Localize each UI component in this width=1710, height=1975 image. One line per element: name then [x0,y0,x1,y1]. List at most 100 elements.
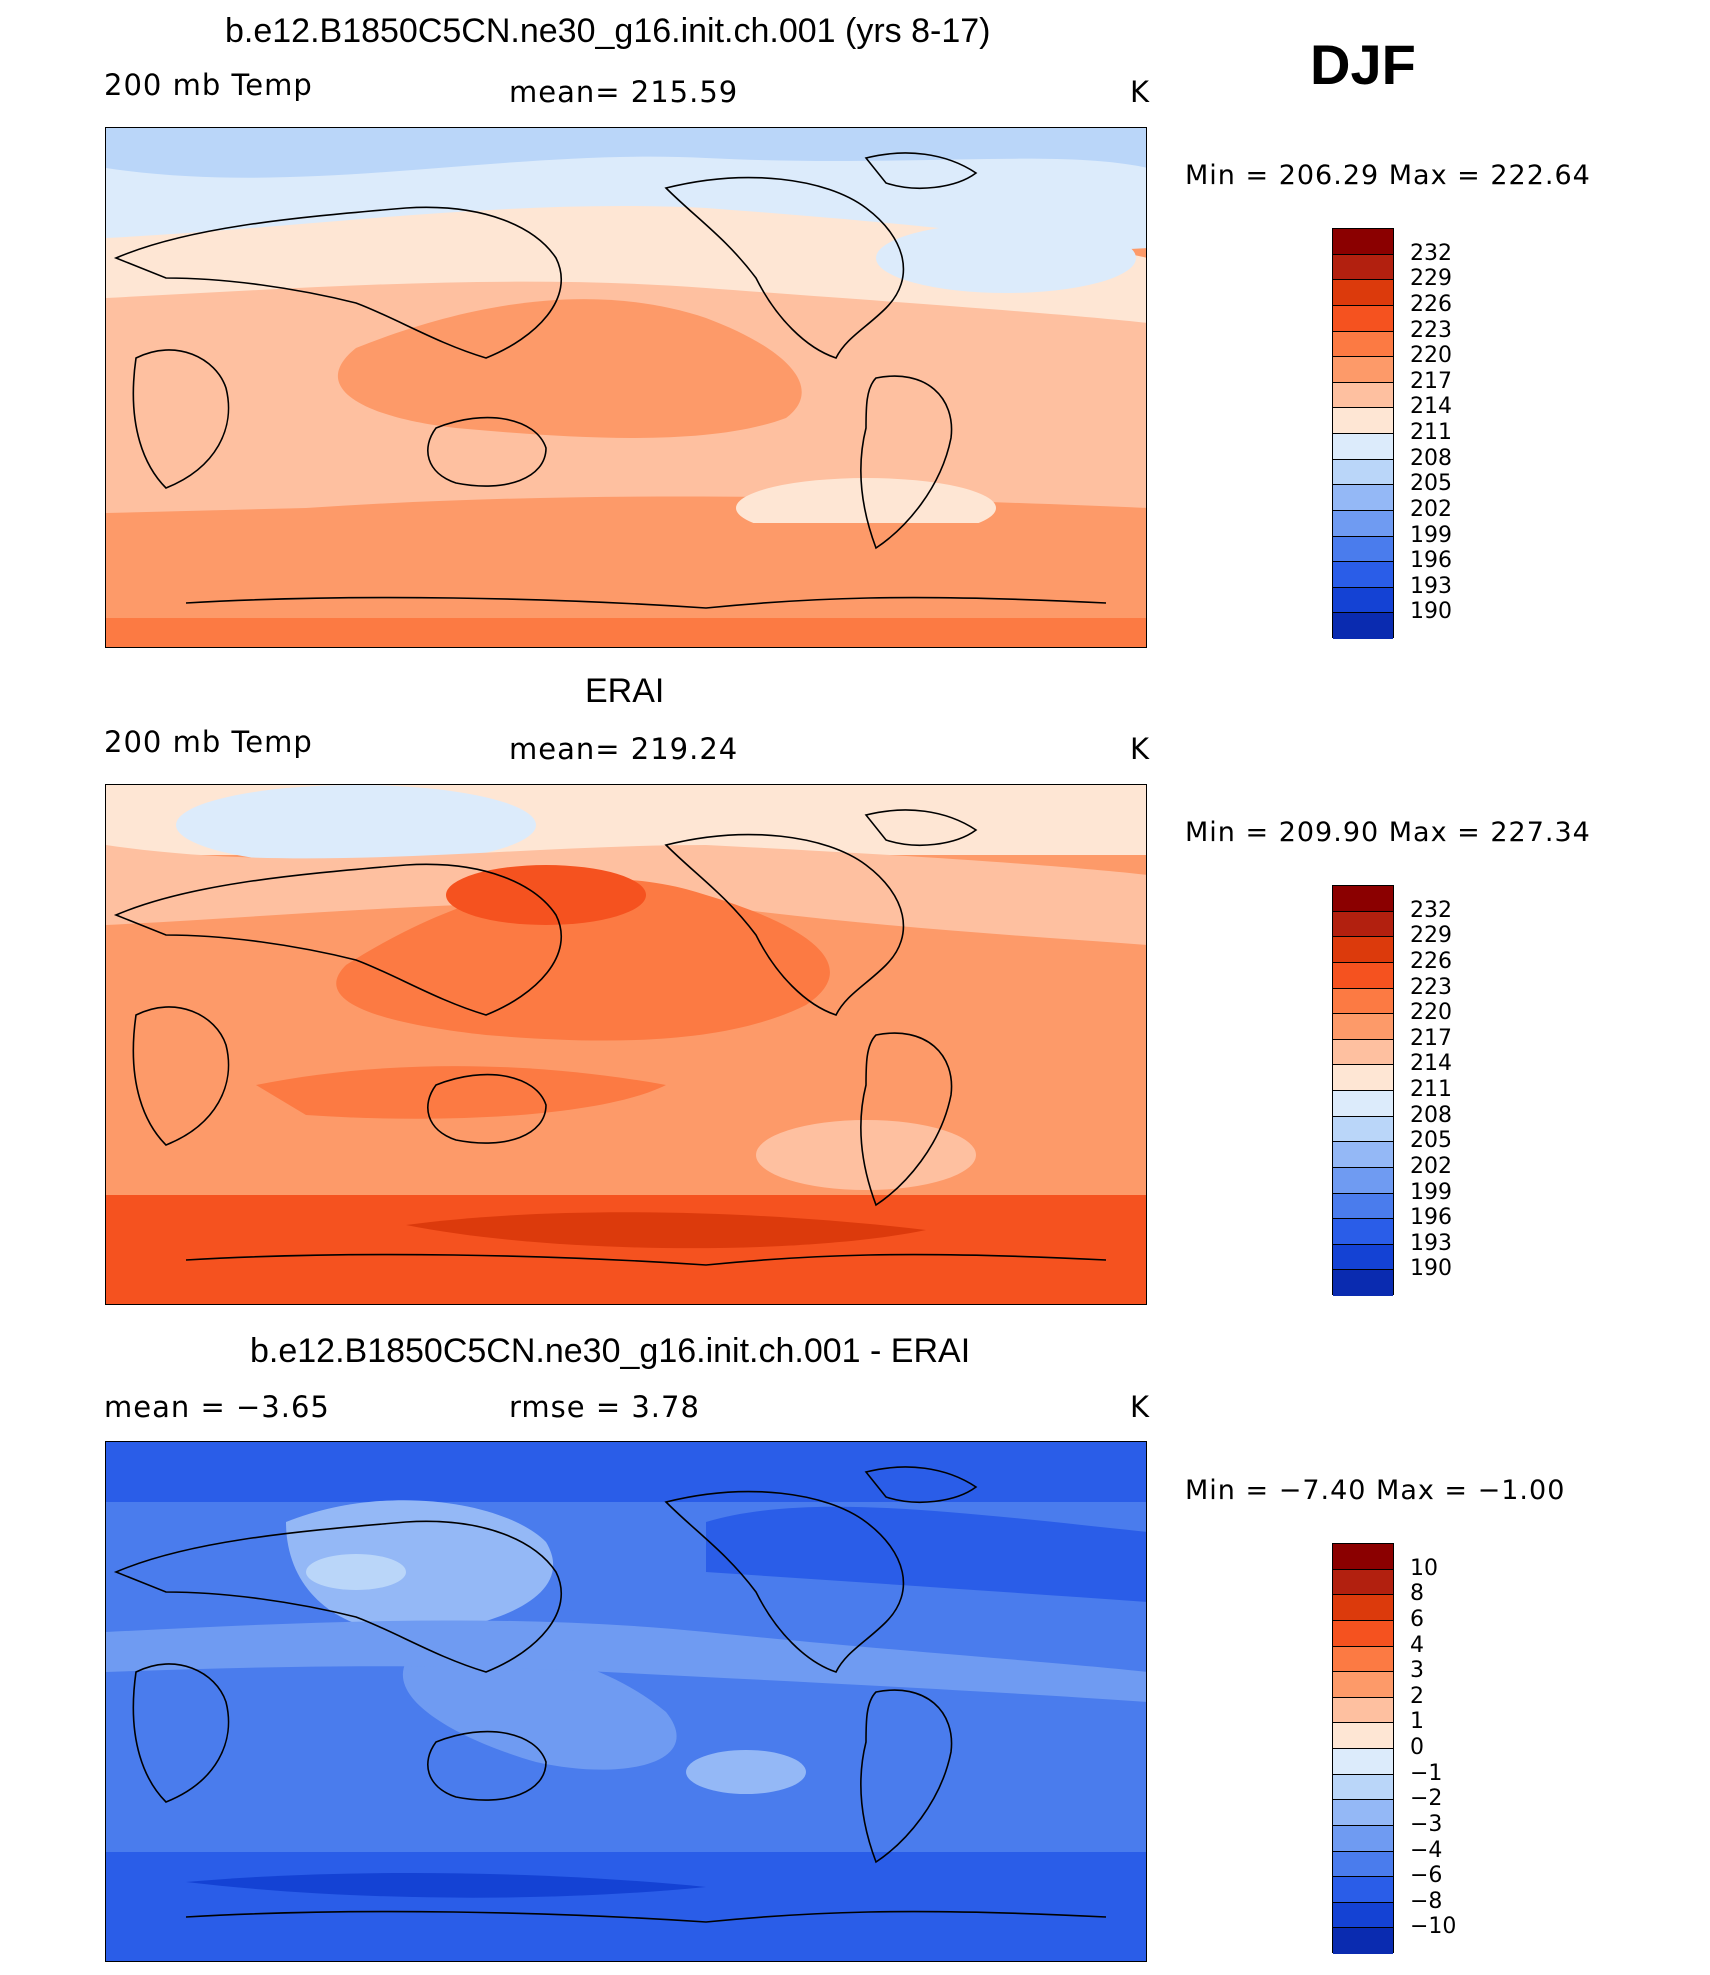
panel1-field-warm-pacific [337,299,802,438]
colorbar-level-label: 190 [1410,599,1452,625]
panel2-colorbar-swatch [1333,1039,1393,1066]
panel2-field-southern-max [406,1212,926,1249]
panel3-map [105,1441,1147,1962]
panel1-colorbar-swatch [1333,613,1393,639]
panel2-colorbar-swatch [1333,886,1393,912]
season-label: DJF [1310,33,1416,96]
colorbar-level-label: 223 [1410,974,1452,1000]
panel1-units-label: K [1130,75,1151,109]
panel3-colorbar-swatch [1333,1902,1393,1929]
panel1-map-svg [106,128,1146,647]
panel1-colorbar-swatch [1333,382,1393,409]
colorbar-level-label: 0 [1410,1735,1424,1760]
panel2-map [105,784,1147,1305]
panel2-colorbar [1332,885,1394,1296]
panel3-coastlines [113,1466,1107,1923]
panel2-colorbar-swatch [1333,1244,1393,1271]
panel3-field-asia-warm [286,1500,554,1634]
panel2-mean-label: mean= 219.24 [509,732,739,766]
panel3-coast-eurasia [113,1520,562,1673]
panel2-colorbar-swatch [1333,1193,1393,1220]
colorbar-level-label: −4 [1410,1837,1443,1863]
panel3-colorbar-swatch [1333,1800,1393,1826]
panel3-coast-antarctica [185,1910,1107,1923]
panel1-coast-north-america [664,176,905,359]
colorbar-level-label: 223 [1410,317,1452,343]
panel1-coast-eurasia [113,206,562,359]
panel3-colorbar-swatch [1333,1620,1393,1647]
panel2-colorbar-swatch [1333,937,1393,963]
colorbar-level-label: 6 [1410,1606,1424,1632]
panel2-variable-label: 200 mb Temp [104,725,313,759]
colorbar-level-label: 220 [1410,1000,1452,1026]
panel3-coast-australia [427,1730,547,1801]
panel2-colorbar-swatch [1333,962,1393,989]
panel1-map [105,127,1147,648]
colorbar-level-label: 211 [1410,1077,1452,1102]
panel3-colorbar [1332,1543,1394,1954]
panel3-colorbar-swatch [1333,1646,1393,1673]
panel3-field-atlantic-cold [706,1506,1146,1602]
panel3-field-asia-max [306,1554,406,1590]
panel2-field-warm-pacific [336,879,830,1041]
colorbar-level-label: −10 [1410,1914,1457,1940]
panel3-colorbar-swatch [1333,1569,1393,1596]
panel1-colorbar-swatch [1333,331,1393,358]
panel2-coast-africa [132,1006,230,1146]
panel1-colorbar-swatch [1333,587,1393,614]
colorbar-level-label: 229 [1410,923,1452,949]
colorbar-level-label: 220 [1410,343,1452,369]
panel3-map-svg [106,1442,1146,1961]
panel3-field-south-pacific-warm [686,1750,806,1794]
panel3-colorbar-swatch [1333,1595,1393,1621]
panel2-minmax: Min = 209.90 Max = 227.34 [1185,817,1591,848]
panel2-colorbar-swatch [1333,1091,1393,1117]
colorbar-level-label: 8 [1410,1581,1424,1607]
panel2-colorbar-swatch [1333,1167,1393,1194]
colorbar-level-label: 205 [1410,1128,1452,1154]
colorbar-level-label: 226 [1410,948,1452,974]
panel2-coast-greenland [864,809,978,846]
panel1-colorbar-swatch [1333,459,1393,486]
panel2-colorbar-swatch [1333,1270,1393,1296]
panel2-field-warm-indian [256,1066,666,1119]
panel2-colorbar-swatch [1333,988,1393,1015]
panel3-colorbar-swatch [1333,1928,1393,1954]
colorbar-level-label: −2 [1410,1786,1443,1812]
colorbar-level-label: 3 [1410,1658,1424,1684]
panel1-minmax: Min = 206.29 Max = 222.64 [1185,160,1591,191]
panel1-colorbar-swatch [1333,357,1393,383]
panel1-colorbar-swatch [1333,280,1393,306]
colorbar-level-label: −8 [1410,1888,1443,1914]
colorbar-level-label: 190 [1410,1256,1452,1282]
panel3-mean-label: mean = −3.65 [104,1390,330,1424]
panel3-field-southern-min [186,1872,706,1898]
panel1-variable-label: 200 mb Temp [104,68,313,102]
panel1-colorbar-swatch [1333,305,1393,332]
panel2-map-svg [106,785,1146,1304]
colorbar-level-label: 232 [1410,897,1452,923]
colorbar-level-label: 4 [1410,1632,1424,1658]
colorbar-level-label: 214 [1410,1051,1452,1077]
colorbar-level-label: 232 [1410,240,1452,266]
panel1-mean-label: mean= 215.59 [509,75,739,109]
colorbar-level-label: 2 [1410,1683,1424,1709]
panel2-field-hot-pacific [446,865,646,925]
panel3-colorbar-swatch [1333,1544,1393,1570]
panel2-title: ERAI [585,672,665,710]
panel2-coast-south-america [860,1032,953,1207]
colorbar-level-label: 196 [1410,1205,1452,1231]
panel3-minmax: Min = −7.40 Max = −1.00 [1185,1475,1566,1506]
panel1-coast-australia [427,416,547,487]
panel1-colorbar-swatch [1333,562,1393,588]
panel3-field-arctic [106,1442,1146,1502]
panel2-colorbar-swatch [1333,1219,1393,1245]
colorbar-level-label: 202 [1410,1153,1452,1179]
panel3-coast-africa [132,1663,230,1803]
panel3-coast-north-america [664,1490,905,1673]
panel3-coast-south-america [860,1689,953,1864]
panel2-coastlines [113,809,1107,1266]
panel1-colorbar-swatch [1333,229,1393,255]
panel2-colorbar-swatch [1333,1116,1393,1143]
panel3-rmse-label: rmse = 3.78 [509,1390,700,1424]
